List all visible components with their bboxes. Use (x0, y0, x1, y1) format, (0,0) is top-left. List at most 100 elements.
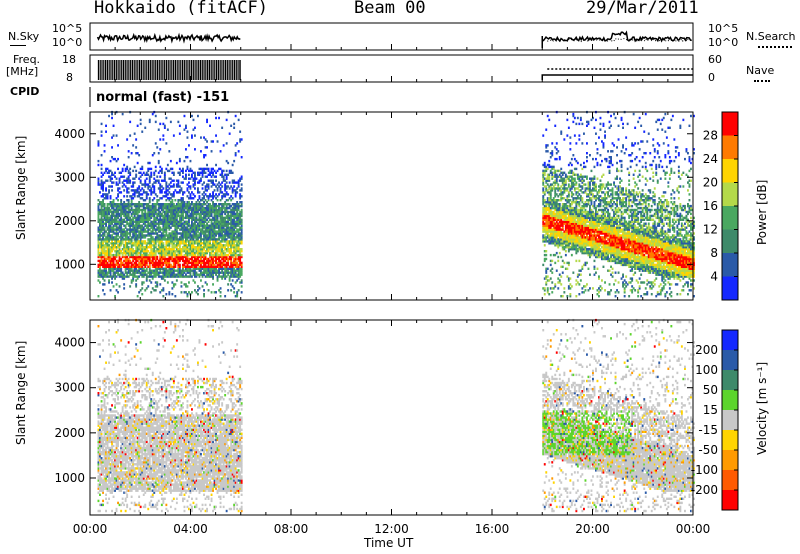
power-cell (153, 173, 156, 176)
power-cell (165, 293, 168, 296)
power-cell (572, 210, 575, 214)
power-cell (548, 118, 551, 122)
power-cell (136, 269, 139, 272)
power-cell (188, 218, 190, 221)
power-cell (194, 210, 196, 214)
power-cell (150, 191, 153, 194)
power-cell (575, 250, 578, 253)
power-cell (111, 228, 113, 231)
power-cell (227, 259, 230, 263)
power-cell (240, 218, 243, 221)
power-cell (225, 204, 228, 208)
power-cell (151, 191, 154, 194)
power-cell (195, 204, 198, 208)
power-cell (234, 265, 237, 268)
power-cell (567, 224, 570, 227)
power-cell (230, 195, 233, 198)
power-cell (123, 189, 126, 192)
power-cell (169, 185, 172, 188)
power-cell (168, 187, 171, 190)
power-cell (135, 246, 138, 249)
power-cell (118, 214, 121, 218)
power-cell (151, 275, 154, 278)
power-cell (124, 269, 127, 272)
power-cell (99, 265, 101, 268)
power-cell (178, 271, 181, 274)
power-cell (204, 275, 207, 278)
power-cell (127, 169, 130, 173)
power-cell (570, 285, 573, 288)
power-cell (112, 273, 115, 276)
power-cell (97, 255, 100, 259)
power-cell (102, 236, 104, 239)
power-cell (103, 181, 106, 184)
power-cell (216, 246, 219, 249)
power-cell (141, 224, 144, 227)
power-cell (97, 265, 100, 268)
power-cell (114, 267, 116, 270)
power-cell (566, 189, 569, 192)
power-cell (135, 251, 138, 255)
power-cell (138, 203, 141, 206)
power-cell (127, 275, 130, 278)
power-cell (121, 210, 124, 214)
power-cell (171, 167, 174, 171)
power-cell (105, 216, 107, 220)
power-cell (555, 193, 558, 196)
power-cell (213, 228, 216, 231)
power-cell (570, 210, 573, 214)
power-cell (106, 226, 109, 229)
power-cell (219, 242, 222, 245)
power-cell (157, 224, 160, 227)
power-cell (99, 261, 101, 265)
power-cell (231, 191, 234, 194)
power-cell (189, 226, 192, 229)
power-cell (99, 230, 101, 233)
power-cell (178, 171, 181, 174)
power-cell (188, 269, 190, 272)
power-cell (165, 214, 168, 218)
power-cell (194, 183, 196, 186)
power-cell (210, 179, 213, 182)
power-cell (209, 214, 211, 218)
power-cell (127, 171, 130, 174)
power-cell (163, 220, 166, 223)
power-cell (542, 220, 545, 223)
power-cell (97, 140, 100, 143)
power-cell (160, 206, 163, 210)
power-cell (108, 246, 110, 249)
power-cell (111, 281, 113, 284)
power-cell (204, 238, 207, 241)
power-cell (177, 183, 180, 186)
power-cell (546, 175, 549, 178)
power-cell (212, 238, 214, 241)
power-cell (575, 214, 578, 218)
power-cell (210, 259, 213, 263)
power-cell (221, 265, 224, 268)
power-cell (234, 248, 237, 251)
power-cell (99, 255, 101, 259)
power-cell (105, 265, 107, 268)
power-cell (108, 259, 110, 263)
power-cell (159, 259, 162, 263)
power-cell (192, 210, 195, 214)
power-cell (141, 236, 144, 239)
power-cell (120, 204, 123, 208)
power-cell (150, 261, 153, 265)
power-cell (150, 242, 153, 245)
power-cell (554, 199, 557, 202)
power-cell (209, 206, 211, 210)
power-cell (154, 281, 157, 284)
power-cell (218, 257, 220, 261)
power-cell (215, 116, 217, 120)
power-cell (203, 216, 205, 220)
power-cell (545, 230, 548, 233)
power-cell (182, 273, 184, 276)
power-cell (194, 273, 196, 276)
power-cell (548, 208, 551, 212)
power-cell (197, 181, 199, 184)
power-cell (201, 183, 204, 186)
power-cell (166, 210, 169, 214)
power-cell (139, 251, 142, 255)
power-cell (169, 167, 172, 171)
